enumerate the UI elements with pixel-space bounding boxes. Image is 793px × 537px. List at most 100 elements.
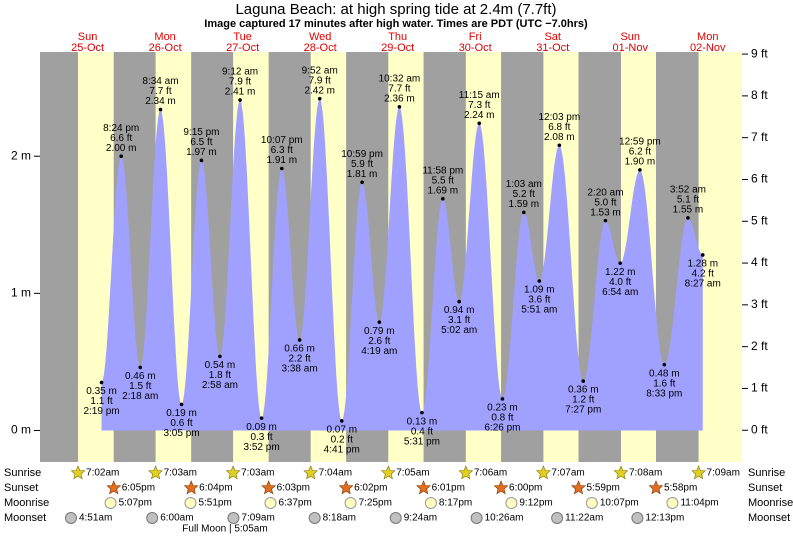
moonrise-icon <box>585 497 598 509</box>
tide-point <box>581 379 586 383</box>
tide-point <box>537 279 542 283</box>
tide-height-m: 0.79 m <box>364 326 395 337</box>
row-label: Moonset <box>4 512 46 524</box>
moonrise-icon <box>424 497 437 509</box>
tide-time: 11:58 pm <box>422 165 463 176</box>
tide-height-ft: 7.9 ft <box>309 75 331 86</box>
tide-point <box>457 299 461 304</box>
tide-time: 3:05 pm <box>163 428 199 439</box>
day-date: 26-Oct <box>149 42 182 54</box>
tide-point <box>700 253 705 257</box>
tide-time: 12:59 pm <box>619 137 661 148</box>
tide-point <box>686 216 690 220</box>
tide-time: 3:52 am <box>670 185 706 196</box>
tide-height-m: 1.69 m <box>428 185 459 196</box>
tide-height-m: 0.07 m <box>326 425 357 436</box>
moonset-time: 11:22am <box>565 513 603 524</box>
tide-height-ft: 2.2 ft <box>288 354 310 365</box>
row-label: Moonset <box>748 512 790 524</box>
tide-height-ft: 4.0 ft <box>609 277 631 288</box>
tide-height-ft: 7.7 ft <box>388 83 410 94</box>
moonrise-icon <box>505 497 518 509</box>
sunset-time: 6:01pm <box>432 483 465 494</box>
moonset-time: 4:51am <box>79 513 112 524</box>
moonrise-icon <box>344 497 357 509</box>
tide-height-m: 0.54 m <box>205 360 236 371</box>
sunrise-icon <box>380 465 396 480</box>
tide-time: 8:34 am <box>142 76 178 87</box>
tide-point <box>420 410 424 415</box>
day-name: Mon <box>154 31 175 43</box>
moonrise-time: 5:51pm <box>198 498 231 509</box>
tide-time: 9:15 pm <box>183 127 219 138</box>
sunset-icon <box>493 480 509 495</box>
row-label: Moonrise <box>4 497 49 509</box>
sunrise-icon <box>535 465 551 480</box>
tide-point <box>99 380 104 385</box>
tide-time: 2:20 am <box>587 187 623 198</box>
tide-height-m: 0.36 m <box>568 385 599 396</box>
tide-time: 12:03 pm <box>538 112 580 123</box>
row-label: Moonrise <box>748 497 793 509</box>
tide-height-m: 2.42 m <box>304 85 335 96</box>
tide-point <box>297 338 302 342</box>
y2-tick-label: 2 ft <box>751 339 768 353</box>
day-date: 30-Oct <box>459 42 492 54</box>
tide-height-ft: 7.7 ft <box>149 86 171 97</box>
day-date: 29-Oct <box>381 42 414 54</box>
tide-height-m: 0.94 m <box>444 305 475 316</box>
tide-height-m: 0.19 m <box>166 408 197 419</box>
sunrise-time: 7:03am <box>241 468 274 479</box>
tide-time: 3:52 pm <box>244 442 280 453</box>
day-date: 01-Nov <box>613 42 649 54</box>
daylight-band <box>698 52 742 462</box>
y2-tick-label: 8 ft <box>751 88 768 102</box>
tide-time: 5:02 am <box>441 325 477 336</box>
moonset-time: 6:00am <box>160 513 193 524</box>
sunset-icon <box>261 480 277 495</box>
sunrise-time: 7:02am <box>86 468 119 479</box>
sunrise-icon <box>691 465 706 480</box>
tide-height-ft: 0.2 ft <box>331 435 353 446</box>
chart-subtitle: Image captured 17 minutes after high wat… <box>204 18 588 30</box>
tide-time: 10:07 pm <box>261 135 303 146</box>
chart-title: Laguna Beach: at high spring tide at 2.4… <box>235 1 556 18</box>
moonset-time: 8:18am <box>323 513 356 524</box>
tide-point <box>662 362 667 367</box>
tide-height-m: 0.23 m <box>487 403 518 414</box>
tide-height-m: 0.46 m <box>125 371 156 382</box>
tide-height-m: 1.59 m <box>509 199 540 210</box>
day-name: Wed <box>309 31 331 43</box>
tide-height-ft: 0.3 ft <box>250 432 272 443</box>
tide-height-ft: 0.8 ft <box>491 413 513 424</box>
tide-height-m: 1.22 m <box>605 267 636 278</box>
tide-time: 6:54 am <box>602 287 638 298</box>
day-name: Sat <box>544 31 561 43</box>
tide-point <box>618 261 623 265</box>
tide-height-ft: 7.9 ft <box>229 77 251 88</box>
tide-time: 2:18 am <box>122 391 158 402</box>
sunset-time: 6:05pm <box>122 483 155 494</box>
sunset-time: 6:03pm <box>277 483 310 494</box>
tide-height-ft: 5.0 ft <box>594 197 616 208</box>
tide-height-m: 1.55 m <box>673 205 704 216</box>
tide-point <box>397 105 402 109</box>
moonset-time: 10:26am <box>485 513 524 524</box>
sunrise-icon <box>458 465 474 480</box>
tide-height-m: 1.90 m <box>625 157 656 168</box>
tide-time: 4:19 am <box>361 346 397 357</box>
tide-point <box>522 210 526 215</box>
sunrise-icon <box>148 465 163 480</box>
moonrise-time: 8:17pm <box>439 498 472 509</box>
moonset-icon <box>470 512 483 524</box>
y-tick-label: 1 m <box>11 286 31 300</box>
moonrise-time: 6:37pm <box>278 498 311 509</box>
tide-height-m: 2.08 m <box>544 132 575 143</box>
day-date: 02-Nov <box>690 42 726 54</box>
sunset-time: 6:02pm <box>354 483 387 494</box>
sunset-icon <box>416 480 431 495</box>
tide-time: 10:59 pm <box>341 149 383 160</box>
sunset-icon <box>106 480 122 495</box>
row-label: Sunset <box>748 482 782 494</box>
tide-time: 9:12 am <box>222 67 258 78</box>
